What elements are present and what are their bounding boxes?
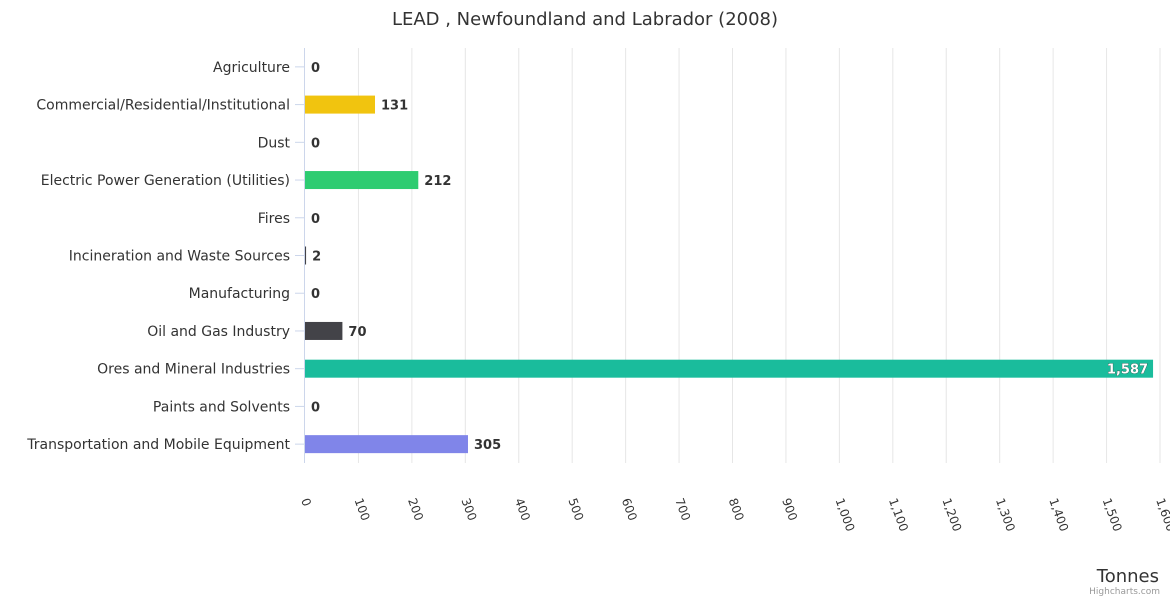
value-axis-tick-label: 900 <box>779 496 800 522</box>
value-axis-tick-label: 400 <box>512 496 533 522</box>
value-axis-tick-label: 200 <box>405 496 426 522</box>
category-label: Manufacturing <box>189 286 290 302</box>
value-axis-tick-label: 300 <box>458 496 479 522</box>
value-axis-tick-label: 800 <box>726 496 747 522</box>
data-label: 131 <box>381 99 408 114</box>
value-axis-tick-label: 1,600 <box>1153 496 1170 533</box>
category-label: Fires <box>258 211 290 227</box>
data-label: 0 <box>311 61 320 76</box>
data-label: 70 <box>348 325 366 340</box>
data-label: 2 <box>312 250 321 265</box>
bar[interactable] <box>305 359 1154 378</box>
bar[interactable] <box>305 171 419 190</box>
category-label: Electric Power Generation (Utilities) <box>41 173 290 189</box>
value-axis-tick-label: 600 <box>619 496 640 522</box>
data-label: 212 <box>424 174 451 189</box>
category-label: Dust <box>258 135 291 151</box>
data-label: 0 <box>311 287 320 302</box>
value-axis-tick-label: 1,300 <box>993 496 1018 533</box>
value-axis-tick-label: 0 <box>298 496 314 508</box>
bar[interactable] <box>305 435 468 454</box>
data-label: 0 <box>311 136 320 151</box>
chart-title: LEAD , Newfoundland and Labrador (2008) <box>392 9 778 30</box>
category-label: Oil and Gas Industry <box>147 324 290 340</box>
category-label: Ores and Mineral Industries <box>97 362 290 378</box>
grid-lines <box>357 48 1161 463</box>
data-label: 0 <box>311 212 320 227</box>
category-label: Transportation and Mobile Equipment <box>26 437 290 453</box>
data-labels: 0 131 0 212 0 2 0 70 1,587 0 305 <box>311 61 1148 453</box>
value-axis-tick-label: 1,000 <box>833 496 858 533</box>
data-label: 0 <box>311 400 320 415</box>
bar[interactable] <box>305 246 307 265</box>
value-axis-tick-label: 1,400 <box>1046 496 1071 533</box>
category-labels: Agriculture Commercial/Residential/Instit… <box>26 60 290 453</box>
bar[interactable] <box>305 321 343 340</box>
value-axis-tick-label: 1,200 <box>939 496 964 533</box>
value-axis-tick-label: 1,500 <box>1100 496 1125 533</box>
value-axis-tick-label: 1,100 <box>886 496 911 533</box>
category-label: Paints and Solvents <box>153 399 290 415</box>
bars <box>305 95 1154 454</box>
bar[interactable] <box>305 95 376 114</box>
data-label: 1,587 <box>1107 363 1148 378</box>
data-label: 305 <box>474 438 501 453</box>
value-axis-tick-labels: 0 100 200 300 400 500 600 700 800 900 1,000 1,100 1,… <box>298 496 1170 533</box>
category-label: Commercial/Residential/Institutional <box>36 98 290 114</box>
category-label: Agriculture <box>213 60 290 76</box>
value-axis-tick-label: 100 <box>352 496 373 522</box>
category-label: Incineration and Waste Sources <box>69 249 290 265</box>
value-axis-title: Tonnes <box>1096 566 1159 587</box>
category-axis-ticks <box>295 66 305 445</box>
value-axis-tick-label: 500 <box>565 496 586 522</box>
value-axis-tick-label: 700 <box>672 496 693 522</box>
credits-link[interactable]: Highcharts.com <box>1089 587 1160 597</box>
